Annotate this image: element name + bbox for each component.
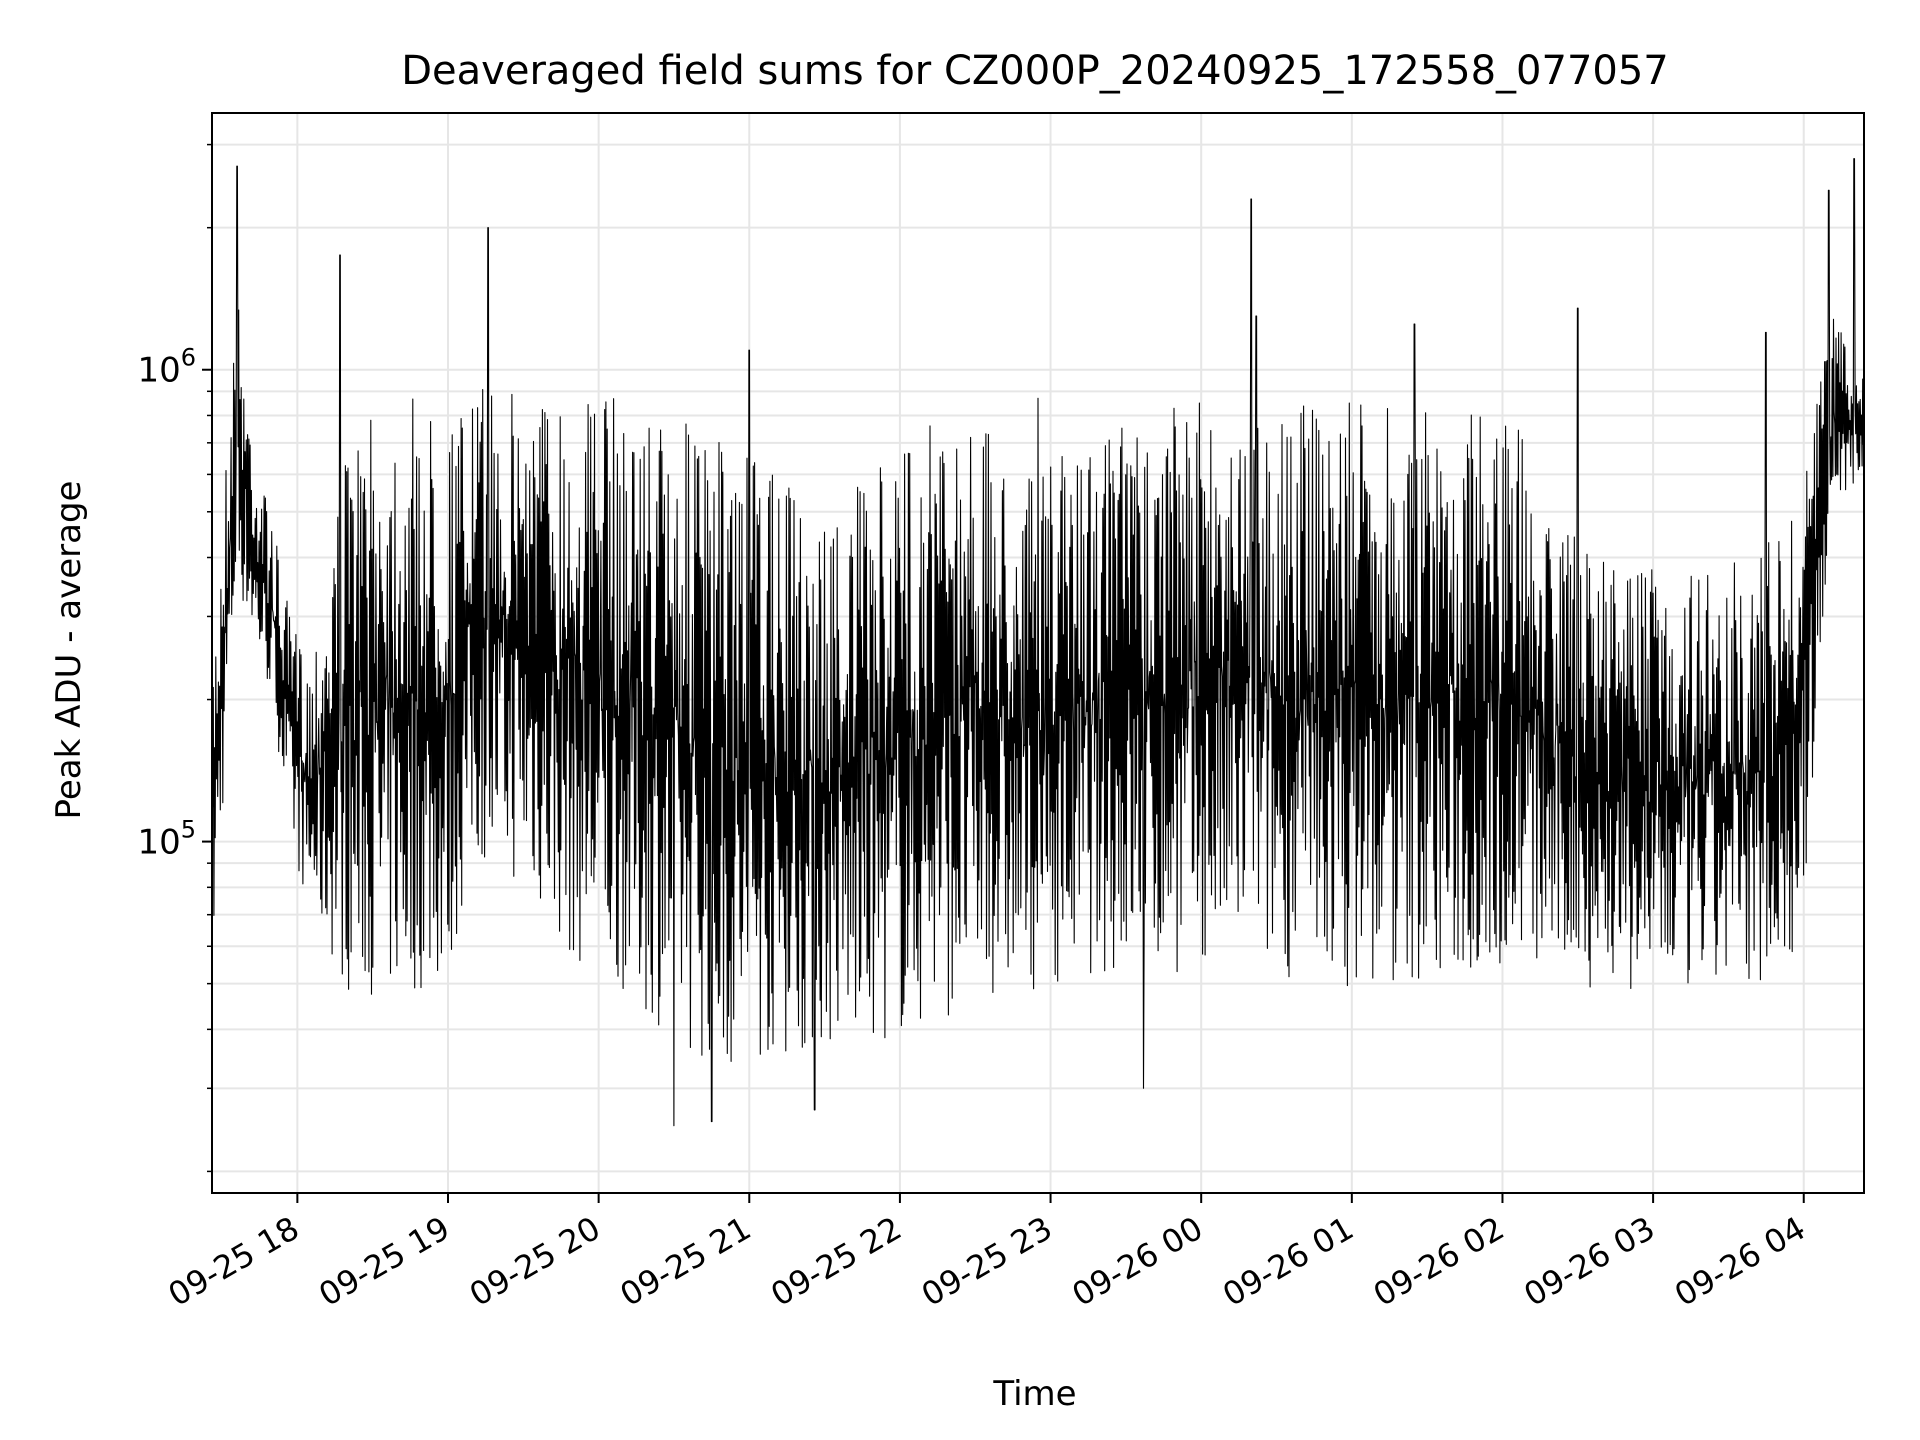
- chart-title: Deaveraged field sums for CZ000P_2024092…: [401, 48, 1669, 94]
- plot-frame: [211, 112, 1865, 1194]
- y-axis-label: Peak ADU - average: [49, 481, 89, 820]
- y-tick-label: 106: [137, 344, 196, 391]
- y-tick-label: 105: [137, 816, 196, 863]
- x-axis-label: Time: [992, 1374, 1076, 1414]
- series-line: [211, 158, 1865, 1127]
- series-path: [211, 158, 1865, 1127]
